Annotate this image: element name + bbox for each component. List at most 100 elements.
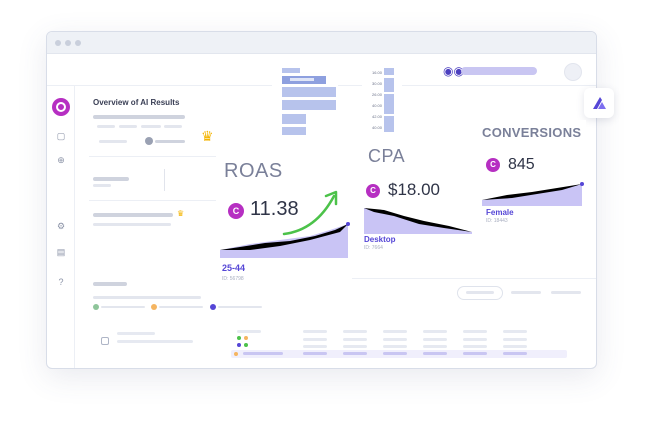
conversions-card[interactable]: CONVERSIONS C 845 Female ID: 18443 (478, 120, 586, 228)
file-icon[interactable]: ▤ (56, 247, 66, 257)
table-cell (343, 338, 367, 341)
placeholder-line (93, 184, 111, 187)
roas-title: ROAS (224, 160, 283, 182)
placeholder-line (141, 125, 161, 128)
window-dot[interactable] (65, 40, 71, 46)
tab-label[interactable] (511, 291, 541, 294)
status-dot (237, 336, 241, 340)
bar (282, 68, 300, 73)
currency-badge-icon: C (366, 184, 380, 198)
chart-point (580, 182, 584, 186)
brand-logo-badge (584, 88, 614, 118)
document-icon[interactable]: ▢ (56, 131, 66, 141)
tick-label: 16.00 (372, 70, 383, 75)
conversions-area-chart (482, 182, 584, 206)
table-cell (503, 338, 527, 341)
add-icon[interactable]: ⊕ (57, 155, 65, 165)
tab-label (466, 291, 494, 294)
status-dot (237, 343, 241, 347)
divider (225, 278, 596, 279)
help-icon[interactable]: ? (58, 277, 64, 287)
window-dot[interactable] (55, 40, 61, 46)
table-cell (423, 338, 447, 341)
placeholder-line (93, 177, 129, 181)
roas-value: 11.38 (250, 198, 299, 220)
roas-card[interactable]: ROAS C 11.38 25-44 ID: 56798 (216, 148, 352, 286)
table-cell (383, 338, 407, 341)
sidebar: ▢ ⊕ ⚙ ▤ ? (47, 86, 75, 368)
table-cell (463, 345, 487, 348)
placeholder-line (218, 306, 262, 308)
table-cell (243, 352, 283, 355)
table-header-cell (383, 330, 407, 333)
table-cell (383, 345, 407, 348)
table-cell (303, 352, 327, 355)
tick-label: 40.00 (372, 125, 383, 130)
conversions-segment-label: Female (486, 208, 514, 217)
bar (384, 94, 394, 114)
tick-label: 26.00 (372, 92, 383, 97)
placeholder-line (93, 282, 127, 286)
chart-point (346, 222, 350, 226)
conversions-title: CONVERSIONS (482, 125, 582, 140)
status-dot (244, 336, 248, 340)
cpa-title: CPA (368, 146, 406, 166)
table-header-cell (343, 330, 367, 333)
cpa-area-chart (364, 208, 472, 234)
placeholder-line (159, 306, 203, 308)
table-cell (423, 352, 447, 355)
placeholder-line (97, 125, 115, 128)
table-header-cell (117, 332, 155, 335)
roas-segment-label: 25-44 (222, 263, 246, 273)
placeholder-line (119, 125, 137, 128)
cpa-segment-label: Desktop (364, 235, 396, 244)
table-cell (503, 345, 527, 348)
bar (384, 78, 394, 92)
divider (89, 156, 229, 157)
placeholder-line (93, 213, 173, 217)
row-checkbox[interactable] (101, 337, 109, 345)
binocular-icon[interactable]: ◉◉ (443, 64, 464, 78)
crown-icon: ♛ (201, 128, 214, 144)
tab-active[interactable] (457, 286, 503, 300)
legend-dot (151, 304, 157, 310)
brand-logo-icon (593, 97, 606, 109)
table-header-cell (303, 330, 327, 333)
user-icon (145, 137, 153, 145)
crown-icon: ♛ (177, 209, 185, 218)
roas-area-chart (220, 222, 350, 258)
search-bar[interactable] (461, 67, 537, 75)
tick-label: 40.00 (372, 103, 383, 108)
table-header-cell (503, 330, 527, 333)
bar (282, 87, 336, 97)
legend-dot (210, 304, 216, 310)
bar (384, 68, 394, 75)
page-title: Overview of AI Results (93, 98, 180, 107)
bar-chart-panel: 16.00 30.00 26.00 40.00 42.00 40.00 (362, 62, 402, 138)
table-cell (503, 352, 527, 355)
app-logo-icon[interactable] (52, 98, 70, 116)
placeholder-line (164, 125, 182, 128)
currency-badge-icon: C (486, 158, 500, 172)
cpa-card[interactable]: CPA C $18.00 Desktop ID: 7664 (360, 138, 474, 254)
window-dot[interactable] (75, 40, 81, 46)
table-cell (303, 345, 327, 348)
bar (282, 127, 306, 135)
cpa-segment-id: ID: 7664 (364, 245, 383, 251)
bar (384, 116, 394, 132)
table-cell (463, 338, 487, 341)
roas-segment-id: ID: 56798 (222, 276, 244, 282)
tab-label[interactable] (551, 291, 581, 294)
placeholder-line (101, 306, 145, 308)
tick-label: 30.00 (372, 81, 383, 86)
trend-up-arrow-icon (282, 190, 338, 236)
divider (164, 169, 165, 191)
slider-track[interactable] (93, 296, 201, 299)
table-cell (117, 340, 193, 343)
table-cell (343, 352, 367, 355)
table-cell (423, 345, 447, 348)
placeholder-line (93, 115, 185, 119)
status-dot (244, 343, 248, 347)
settings-icon[interactable]: ⚙ (56, 221, 66, 231)
avatar[interactable] (564, 63, 582, 81)
